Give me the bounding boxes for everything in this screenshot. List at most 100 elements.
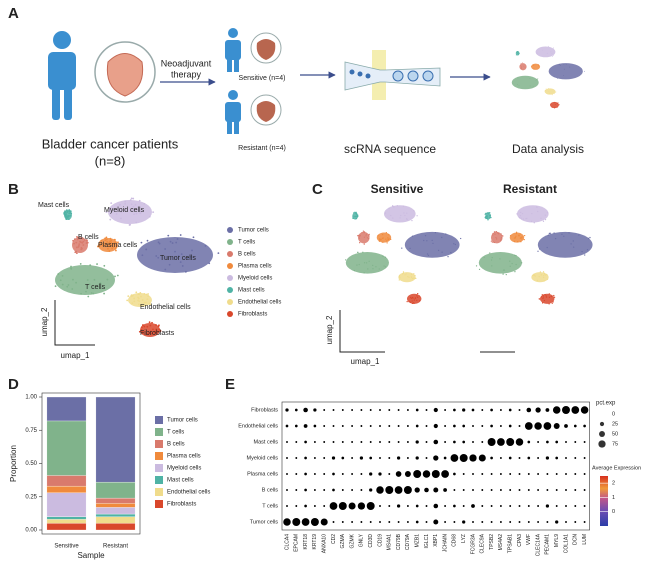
cell-point [522,218,524,220]
cell-point [557,106,558,108]
cell-point [96,263,98,265]
dot [481,505,484,507]
size-legend-dot [599,431,605,437]
dot [518,521,521,523]
y-tick-label: 0.75 [25,428,37,434]
cluster-blob [544,88,556,95]
row-label: Mast cells [254,439,279,445]
dot [472,521,474,523]
dot [580,406,589,414]
cell-point [553,47,555,49]
dot [490,456,493,460]
cell-point [132,197,135,200]
dot [527,440,531,444]
dot [351,489,354,491]
legend-swatch [155,428,163,436]
cluster-label: Myeloid cells [104,207,145,214]
cell-point [578,234,580,236]
cell-point [189,255,192,258]
dot [546,521,549,523]
dot [415,504,419,508]
dot [394,486,403,494]
cell-point [521,262,523,264]
cell-point [148,215,151,218]
cell-point [517,77,519,79]
dot [478,454,486,462]
cell-point [453,243,455,245]
cell-point [552,55,554,56]
dot [537,457,540,459]
dot [283,518,291,526]
cell-point [85,290,87,293]
dot [583,521,586,523]
cell-point [546,246,548,249]
cell-point [509,260,511,262]
gene-label: EPCAM [294,534,300,552]
cell-point [159,329,162,332]
cell-point [179,261,182,263]
cluster-blob [535,46,556,58]
dot [351,409,354,411]
cell-point [393,206,395,208]
cell-point [554,104,556,105]
cluster-label: Tumor cells [160,255,196,262]
dot [357,502,366,510]
dot [360,409,363,411]
cell-point [365,235,367,237]
cell-point [176,238,179,240]
cell-point [61,283,64,286]
y-tick-label: 1.00 [25,395,37,401]
cell-point [441,251,443,253]
cell-point [539,271,542,273]
cell-point [405,273,407,275]
dot [490,473,493,475]
dot [518,489,521,491]
cell-point [520,68,522,70]
dot [574,505,577,507]
cell-point [563,74,564,76]
cell-point [345,259,347,261]
cell-point [71,288,74,290]
cell-point [486,212,488,214]
cell-point [404,214,406,217]
cell-point [81,237,84,240]
cell-point [365,262,368,264]
cell-point [537,64,539,65]
cell-point [368,235,370,237]
dot [360,521,363,523]
cell-point [158,328,161,331]
cell-point [217,252,220,255]
cluster-blob [531,272,549,283]
gene-label: CPA3 [517,534,523,547]
cell-point [542,276,545,278]
legend-label: B cells [167,442,185,448]
dot [341,456,345,460]
cell-point [105,211,108,214]
dot [413,470,422,478]
cluster-label: Fibroblasts [140,330,175,337]
dot [555,473,558,475]
cell-point [516,213,518,215]
cell-point [106,240,109,243]
cell-point [493,241,496,244]
color-tick-label: 2 [612,481,615,487]
dot [303,424,308,428]
legend-label: Plasma cells [167,454,201,460]
legend-label: B cells [238,252,256,258]
cluster-blob [509,232,525,243]
dot [304,472,307,476]
cell-point [530,66,532,68]
cell-point [363,272,365,274]
cell-point [490,216,492,219]
dot [406,425,409,427]
y-tick-label: 0.25 [25,494,37,500]
cell-point [538,65,540,67]
cell-point [208,262,211,265]
dot [553,423,560,429]
dot [508,424,512,428]
cell-point [110,239,113,242]
row-label: Tumor cells [250,519,278,525]
cell-point [130,203,133,206]
cell-point [519,233,521,235]
dot [332,472,335,476]
